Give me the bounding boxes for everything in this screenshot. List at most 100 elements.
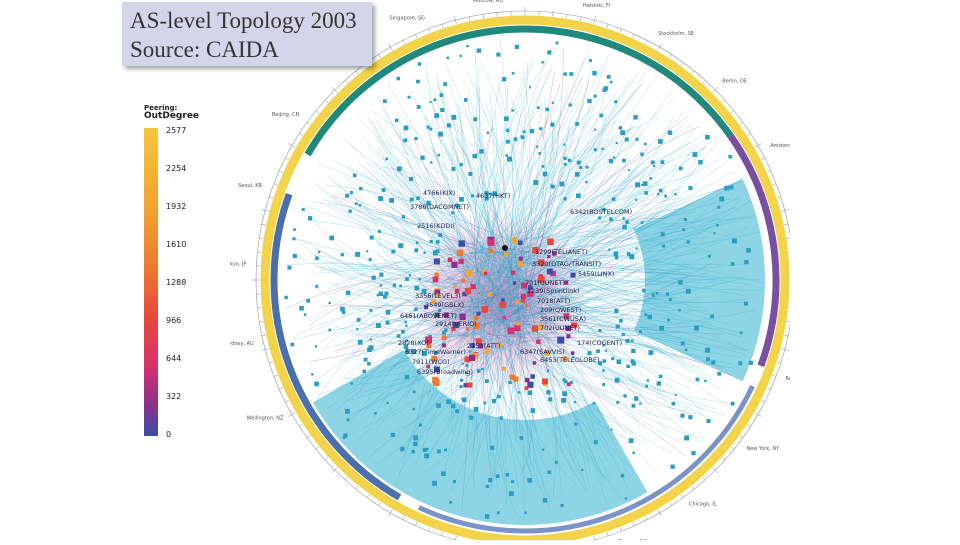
core-as-node	[521, 299, 525, 303]
as-node	[416, 80, 420, 84]
as-node	[594, 95, 597, 98]
as-node-label: 209(QWEST)	[540, 306, 581, 314]
as-node	[635, 199, 637, 201]
as-node	[652, 293, 655, 296]
ring-tick	[772, 375, 776, 376]
as-node	[468, 350, 470, 352]
as-node	[609, 159, 613, 163]
as-node	[687, 240, 690, 243]
as-node	[527, 478, 532, 483]
as-node-label: 6327(TimeWarner)	[405, 348, 466, 356]
as-node	[306, 299, 310, 303]
as-node	[657, 193, 659, 195]
ring-tick	[722, 457, 725, 460]
core-as-node	[461, 279, 465, 283]
legend-tick: 1288	[166, 278, 186, 287]
as-node	[592, 71, 596, 75]
as-node	[308, 216, 312, 220]
legend-tick: 0	[166, 430, 171, 439]
as-node	[521, 135, 525, 139]
topology-svg: Wellington, NZSydney, AUTokyo, JPSeoul, …	[230, 0, 790, 540]
as-node	[477, 48, 481, 52]
as-node	[599, 114, 603, 118]
as-node	[602, 369, 605, 372]
as-node	[661, 160, 665, 164]
as-node	[459, 197, 464, 202]
as-node	[659, 326, 664, 331]
as-node	[552, 102, 554, 104]
core-as-node	[433, 379, 440, 386]
as-node	[471, 194, 474, 197]
as-node	[691, 451, 695, 455]
ring-tick	[633, 522, 635, 526]
as-node	[409, 274, 411, 276]
as-node	[730, 185, 734, 189]
as-node	[529, 86, 531, 88]
city-label: Seoul, KR	[238, 183, 262, 189]
as-node	[413, 435, 418, 440]
as-node	[515, 45, 519, 49]
as-node	[370, 236, 374, 240]
core-as-node	[507, 328, 514, 335]
as-node	[483, 401, 486, 404]
as-node	[416, 196, 420, 200]
as-node	[369, 258, 372, 261]
ring-tick	[620, 29, 621, 33]
as-node	[667, 319, 670, 322]
as-node	[651, 161, 655, 165]
as-node	[302, 208, 305, 211]
as-node	[462, 363, 464, 365]
as-node	[639, 402, 641, 404]
as-node	[369, 309, 372, 312]
core-as-node	[571, 351, 575, 355]
legend-tick: 2577	[166, 126, 186, 135]
as-node	[576, 194, 581, 199]
as-node	[684, 435, 689, 440]
as-node-label: 3356(LEVEL3)	[415, 292, 461, 300]
as-node	[440, 93, 444, 97]
as-node	[414, 307, 417, 310]
ring-tick	[645, 40, 647, 44]
as-node-label: 6461(ABOVENET)	[400, 312, 457, 320]
ring-tick	[279, 171, 283, 173]
core-as-node	[489, 249, 493, 253]
as-node	[685, 349, 687, 351]
as-node	[744, 302, 748, 306]
core-as-node	[532, 326, 538, 332]
core-as-node	[515, 300, 519, 304]
as-node	[438, 132, 443, 137]
as-node-label: 6395(Broadwing)	[417, 368, 473, 376]
as-node	[459, 385, 462, 388]
as-node	[509, 491, 514, 496]
core-as-node	[510, 375, 515, 380]
ring-tick	[767, 171, 771, 173]
as-node	[671, 465, 675, 469]
as-node	[711, 360, 715, 364]
core-as-node	[519, 257, 523, 261]
as-node	[746, 248, 751, 253]
as-node	[688, 186, 692, 190]
core-as-node	[434, 273, 438, 277]
ring-tick	[269, 197, 273, 198]
as-node	[524, 512, 526, 514]
as-node	[315, 285, 318, 288]
as-node-label: 5459(LINX)	[578, 270, 614, 278]
as-node	[607, 75, 611, 79]
as-node	[473, 117, 477, 121]
as-node	[681, 341, 685, 345]
ring-tick	[747, 133, 750, 135]
ring-tick	[772, 184, 776, 185]
as-node	[603, 86, 607, 90]
ring-tick	[289, 144, 296, 148]
as-node-label: 6347(SAVVIS)	[520, 348, 565, 356]
as-node	[359, 187, 362, 190]
as-node	[589, 59, 592, 62]
as-node	[568, 159, 571, 162]
as-node	[622, 159, 626, 163]
as-node	[605, 350, 607, 352]
as-node	[393, 284, 396, 287]
core-as-node	[463, 383, 467, 387]
as-node	[588, 351, 592, 355]
core-as-node	[525, 378, 529, 382]
